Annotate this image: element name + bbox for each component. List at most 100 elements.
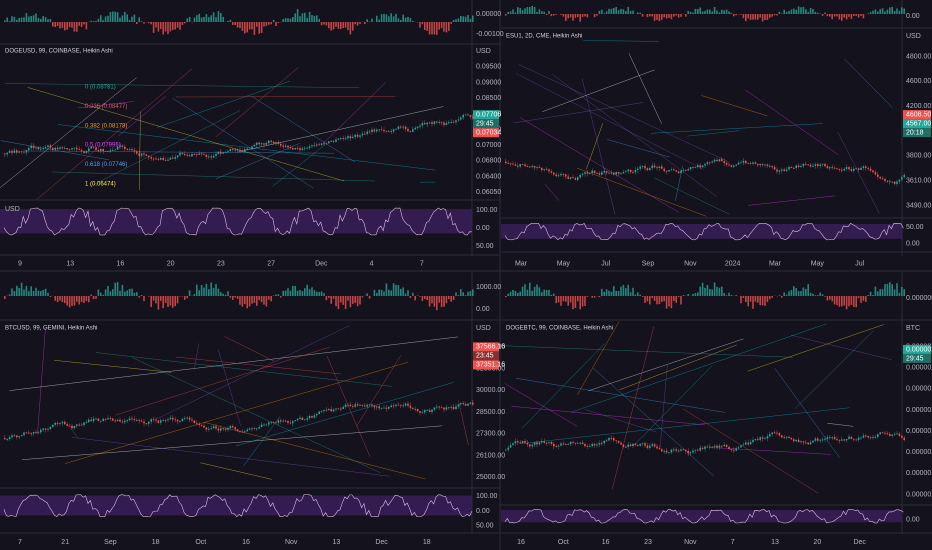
candle [874, 172, 877, 175]
candle [694, 167, 697, 168]
candle [167, 419, 169, 421]
histogram-bar [889, 7, 891, 14]
histogram-bar [277, 294, 280, 296]
candle [42, 428, 44, 430]
candle [526, 166, 529, 168]
candle [615, 440, 617, 442]
histogram-bar [167, 296, 169, 307]
histogram-bar [797, 291, 800, 296]
candle [383, 130, 385, 132]
drawing-line [243, 416, 281, 466]
histogram-bar [675, 296, 677, 304]
symbol-label: DOGEBTC, 99, COINBASE, Heikin Ashi [506, 326, 613, 332]
candle [783, 437, 785, 439]
histogram-bar [675, 14, 677, 16]
candle [757, 163, 759, 166]
time-axis-label: 13 [771, 539, 779, 546]
candle [191, 419, 193, 421]
histogram-bar [817, 12, 819, 14]
candle [889, 433, 891, 436]
histogram-bar [812, 293, 814, 296]
candle [754, 439, 757, 441]
histogram-bar [622, 9, 625, 14]
histogram-bar [212, 12, 215, 22]
candle [366, 131, 368, 135]
candle [529, 166, 531, 168]
candle [745, 160, 747, 164]
histogram-bar [891, 6, 893, 14]
histogram-bar [788, 291, 790, 296]
histogram-bar [586, 14, 589, 18]
histogram-bar [287, 18, 289, 22]
candle [685, 169, 687, 171]
drawing-line [118, 96, 166, 137]
candle [507, 447, 509, 450]
candle [800, 166, 802, 168]
candle [150, 157, 152, 159]
histogram-bar [788, 10, 790, 14]
candle [557, 445, 560, 447]
histogram-bar [404, 293, 407, 296]
candle [545, 442, 548, 444]
candle [260, 143, 263, 145]
histogram-bar [164, 296, 167, 303]
drawing-line [576, 167, 707, 217]
histogram-bar [388, 289, 390, 296]
histogram-bar [677, 296, 680, 297]
histogram-bar [617, 10, 620, 14]
histogram-bar [814, 11, 817, 14]
candle [282, 145, 284, 147]
drawing-line [588, 338, 744, 392]
histogram-bar [802, 6, 805, 14]
candle [143, 421, 145, 424]
candle [421, 412, 424, 414]
histogram-bar [342, 22, 344, 29]
candle [277, 142, 280, 144]
candle [88, 419, 90, 423]
candle [68, 149, 71, 151]
candle [217, 428, 220, 431]
candle [761, 163, 764, 165]
histogram-bar [747, 296, 749, 307]
candle [76, 147, 78, 150]
histogram-bar [747, 14, 749, 19]
histogram-bar [256, 22, 258, 27]
candle [617, 172, 620, 174]
candle [541, 167, 543, 170]
candle [8, 437, 11, 440]
candle [754, 162, 757, 164]
histogram-bar [289, 290, 292, 296]
histogram-bar [124, 11, 126, 22]
histogram-bar [850, 296, 853, 305]
histogram-bar [416, 295, 419, 296]
candle [596, 173, 598, 174]
candle [18, 151, 20, 153]
histogram-bar [155, 22, 157, 28]
drawing-line [611, 326, 654, 490]
candle [248, 148, 251, 150]
osc-axis-label: 0.00 [906, 13, 920, 20]
candle [172, 157, 174, 159]
histogram-bar [512, 289, 514, 296]
candle [778, 433, 781, 436]
histogram-bar [390, 290, 392, 296]
histogram-bar [603, 291, 605, 296]
candle [855, 439, 857, 441]
candle [52, 147, 54, 150]
histogram-bar [855, 296, 857, 308]
drawing-line [0, 140, 110, 161]
candle [229, 148, 232, 152]
price-axis-label: 0.06050 [476, 189, 501, 196]
time-axis-label: 16 [117, 260, 125, 267]
candle [347, 404, 349, 406]
candle [368, 131, 371, 133]
candle [541, 441, 543, 443]
price-badge-text: 29:45 [906, 355, 924, 362]
candle [749, 163, 752, 164]
candle [464, 404, 467, 406]
price-badge-text: 37351.16 [476, 362, 505, 369]
candle [797, 439, 800, 443]
candle [448, 122, 450, 124]
histogram-bar [572, 296, 574, 310]
histogram-bar [764, 296, 766, 306]
